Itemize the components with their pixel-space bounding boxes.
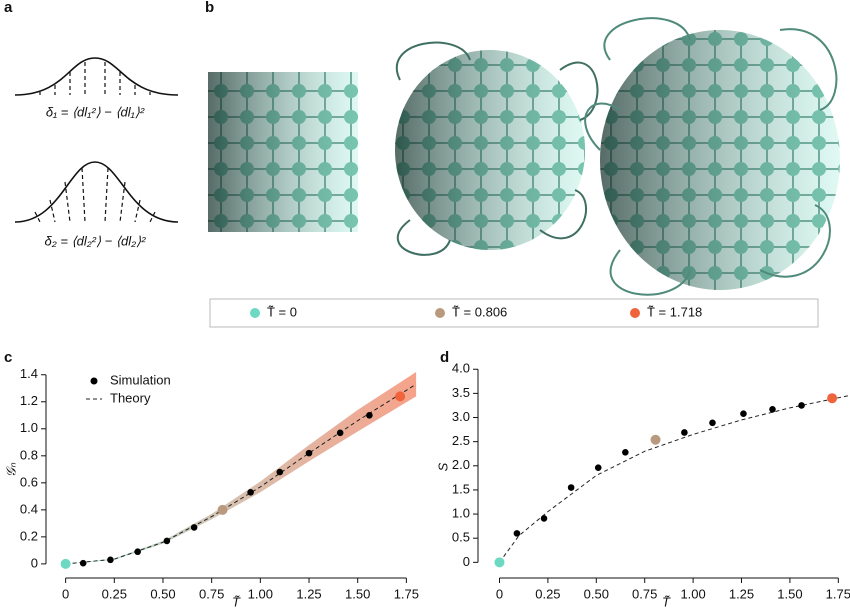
y-tick-label: 2.0 <box>452 457 470 472</box>
y-tick-label: 1.0 <box>452 506 470 521</box>
x-axis-label: T̃ <box>232 594 241 609</box>
x-tick-label: 1.25 <box>729 586 754 601</box>
x-tick-label: 0 <box>62 586 69 601</box>
panel-label: a <box>4 0 13 16</box>
y-tick-label: 3.5 <box>452 385 470 400</box>
data-point <box>305 449 313 457</box>
data-point <box>650 434 661 445</box>
legend-marker <box>250 308 260 318</box>
x-tick-label: 1.00 <box>680 586 705 601</box>
panel-b-art <box>208 17 840 296</box>
x-tick-label: 1.00 <box>248 586 273 601</box>
data-point <box>107 556 114 564</box>
data-point <box>540 515 548 522</box>
y-tick-label: 3.0 <box>452 409 470 424</box>
x-tick-label: 0.25 <box>535 586 560 601</box>
legend-label: T̃ = 0.806 <box>452 304 507 319</box>
y-tick-label: 0 <box>463 554 470 569</box>
y-tick-label: 1.5 <box>452 481 470 496</box>
legend-label: Theory <box>110 390 151 405</box>
y-tick-label: 1.2 <box>20 393 38 408</box>
y-tick-label: 0.5 <box>452 530 470 545</box>
data-point <box>709 419 716 427</box>
panel-label: d <box>440 349 449 366</box>
legend-label: T̃ = 0 <box>267 304 297 319</box>
panel-a-art <box>14 57 179 223</box>
data-point <box>798 402 805 409</box>
x-tick-label: 1.25 <box>296 586 321 601</box>
data-point <box>60 558 71 569</box>
data-point <box>740 410 747 417</box>
y-tick-label: 0.6 <box>20 474 38 489</box>
y-tick-label: 2.5 <box>452 433 470 448</box>
y-tick-label: 0.8 <box>20 447 38 462</box>
data-point <box>827 393 838 404</box>
theory-line <box>499 395 849 563</box>
legend-marker <box>90 377 98 385</box>
data-point <box>163 537 171 545</box>
x-tick-label: 1.75 <box>394 586 419 601</box>
legend-label: Simulation <box>110 372 171 387</box>
x-tick-label: 1.75 <box>826 586 850 601</box>
y-axis-label: S <box>435 462 450 471</box>
data-point <box>336 429 344 437</box>
y-tick-label: 1.4 <box>20 366 38 381</box>
theory-line <box>65 383 417 565</box>
y-tick-label: 1.0 <box>20 420 38 435</box>
data-point <box>594 464 602 472</box>
x-tick-label: 1.50 <box>777 586 802 601</box>
formula: δ₁ = ⟨dl₁²⟩ − ⟨dl₁⟩² <box>46 104 145 119</box>
x-axis-label: T̃ <box>662 594 671 609</box>
y-axis-label: 𝒢ₙ <box>3 462 18 477</box>
y-tick-label: 4.0 <box>452 361 470 376</box>
data-point <box>276 468 284 476</box>
y-tick-label: 0 <box>31 555 38 570</box>
legend-marker <box>435 308 445 318</box>
x-tick-label: 0.75 <box>632 586 657 601</box>
y-tick-label: 0.4 <box>20 501 38 516</box>
data-point <box>366 411 373 419</box>
data-point <box>769 406 776 413</box>
data-point <box>681 429 688 436</box>
data-point <box>567 484 575 491</box>
y-tick-label: 0.2 <box>20 528 38 543</box>
x-tick-label: 0.25 <box>102 586 127 601</box>
data-point <box>622 448 629 456</box>
data-point <box>395 391 406 402</box>
x-tick-label: 0 <box>496 586 503 601</box>
panel-label: b <box>205 0 214 16</box>
legend-box <box>209 298 819 328</box>
x-tick-label: 0.75 <box>199 586 224 601</box>
data-point <box>79 559 87 567</box>
x-tick-label: 1.50 <box>345 586 370 601</box>
legend-label: T̃ = 1.718 <box>647 304 702 319</box>
x-tick-label: 0.50 <box>150 586 175 601</box>
data-point <box>217 504 228 515</box>
panel-label: c <box>4 349 12 366</box>
data-point <box>134 548 141 556</box>
legend-marker <box>630 308 640 318</box>
x-tick-label: 0.50 <box>584 586 609 601</box>
data-point <box>513 530 521 537</box>
formula: δ₂ = ⟨dl₂²⟩ − ⟨dl₂⟩² <box>45 233 147 248</box>
data-point <box>494 557 505 568</box>
data-point <box>190 524 198 531</box>
data-point <box>247 488 254 496</box>
